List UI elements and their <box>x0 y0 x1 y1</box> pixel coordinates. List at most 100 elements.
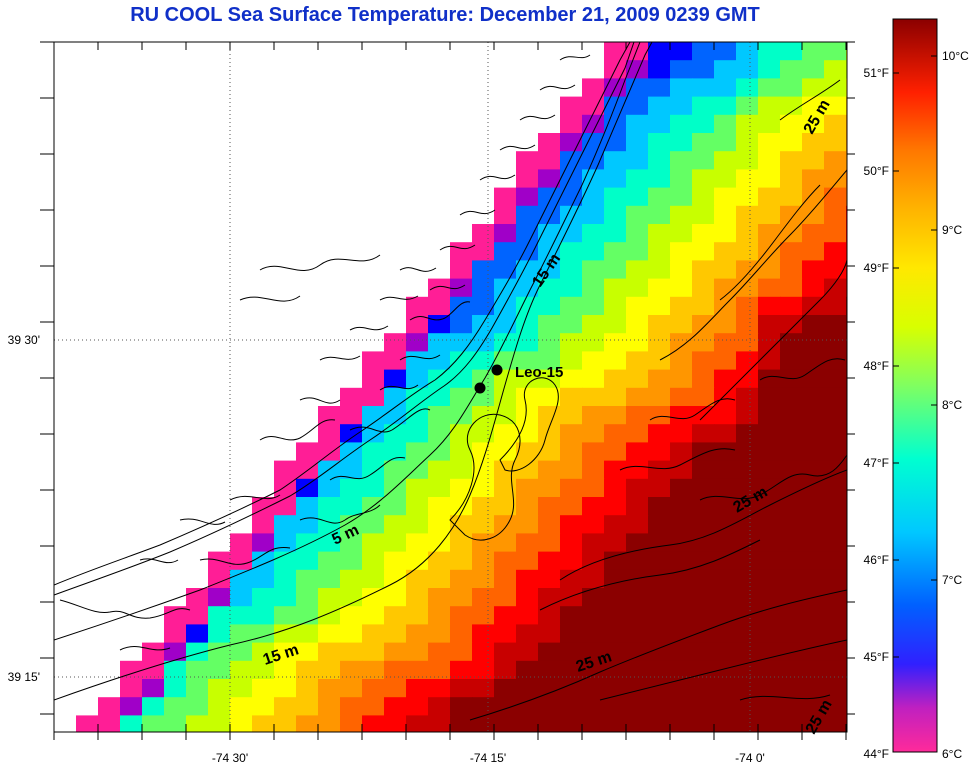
sst-cell <box>626 642 649 662</box>
sst-cell <box>560 387 583 407</box>
sst-cell <box>736 697 759 716</box>
sst-cell <box>670 42 693 61</box>
sst-cell <box>494 205 517 225</box>
sst-cell <box>516 424 539 443</box>
sst-cell <box>516 205 539 225</box>
sst-cell <box>582 169 605 189</box>
sst-cell <box>714 369 737 389</box>
sst-cell <box>450 715 473 732</box>
sst-cell <box>604 442 627 462</box>
sst-cell <box>758 205 781 225</box>
sst-cell <box>230 606 253 625</box>
sst-cell <box>494 296 517 316</box>
sst-cell <box>626 114 649 134</box>
sst-cell <box>318 679 341 698</box>
sst-cell <box>538 187 561 207</box>
sst-cell <box>824 114 847 134</box>
sst-cell <box>428 515 451 534</box>
sst-cell <box>274 569 297 589</box>
sst-cell <box>736 424 759 443</box>
sst-cell <box>362 478 385 498</box>
sst-cell <box>758 515 781 534</box>
sst-cell <box>846 133 847 152</box>
sst-cell <box>450 315 473 334</box>
sst-cell <box>538 315 561 334</box>
sst-cell <box>626 569 649 589</box>
sst-cell <box>802 406 825 425</box>
sst-cell <box>780 96 803 116</box>
sst-cell <box>802 387 825 407</box>
sst-cell <box>780 606 803 625</box>
sst-cell <box>714 569 737 589</box>
sst-cell <box>802 169 825 189</box>
sst-cell <box>230 569 253 589</box>
sst-cell <box>406 569 429 589</box>
sst-cell <box>670 369 693 389</box>
sst-cell <box>516 460 539 480</box>
sst-cell <box>846 406 847 425</box>
sst-cell <box>758 315 781 334</box>
sst-cell <box>186 679 209 698</box>
sst-cell <box>384 442 407 462</box>
sst-cell <box>362 351 385 371</box>
sst-cell <box>736 515 759 534</box>
sst-cell <box>626 406 649 425</box>
sst-cell <box>802 715 825 732</box>
sst-grid <box>76 42 847 732</box>
sst-cell <box>670 60 693 79</box>
sst-cell <box>670 278 693 298</box>
sst-cell <box>824 296 847 316</box>
sst-cell <box>384 715 407 732</box>
sst-cell <box>538 569 561 589</box>
sst-cell <box>516 369 539 389</box>
sst-cell <box>582 260 605 280</box>
sst-cell <box>450 533 473 553</box>
sst-cell <box>560 169 583 189</box>
sst-cell <box>802 569 825 589</box>
sst-cell <box>758 642 781 662</box>
sst-cell <box>648 569 671 589</box>
sst-cell <box>824 442 847 462</box>
sst-cell <box>428 642 451 662</box>
sst-cell <box>252 515 275 534</box>
sst-cell <box>648 660 671 680</box>
sst-cell <box>428 715 451 732</box>
sst-cell <box>670 497 693 516</box>
sst-cell <box>450 478 473 498</box>
sst-cell <box>164 715 187 732</box>
sst-cell <box>758 624 781 644</box>
sst-cell <box>692 515 715 534</box>
sst-cell <box>714 715 737 732</box>
sst-cell <box>450 278 473 298</box>
sst-cell <box>450 424 473 443</box>
sst-cell <box>516 606 539 625</box>
sst-cell <box>384 460 407 480</box>
sst-cell <box>780 478 803 498</box>
sst-cell <box>516 697 539 716</box>
sst-cell <box>802 205 825 225</box>
sst-cell <box>516 151 539 170</box>
sst-cell <box>670 169 693 189</box>
sst-cell <box>648 606 671 625</box>
sst-cell <box>450 624 473 644</box>
sst-cell <box>802 606 825 625</box>
sst-cell <box>692 697 715 716</box>
sst-cell <box>846 697 847 716</box>
axis-labels: -74 30' -74 15' -74 0' 39 30' 39 15' <box>8 333 765 765</box>
sst-cell <box>626 660 649 680</box>
sst-cell <box>846 624 847 644</box>
sst-cell <box>406 296 429 316</box>
sst-cell <box>824 569 847 589</box>
sst-cell <box>802 660 825 680</box>
sst-cell <box>538 224 561 243</box>
sst-cell <box>824 606 847 625</box>
sst-cell <box>428 588 451 607</box>
sst-cell <box>428 569 451 589</box>
sst-cell <box>604 351 627 371</box>
sst-cell <box>780 278 803 298</box>
sst-cell <box>450 260 473 280</box>
sst-cell <box>780 151 803 170</box>
sst-cell <box>406 624 429 644</box>
sst-cell <box>692 260 715 280</box>
sst-cell <box>450 660 473 680</box>
